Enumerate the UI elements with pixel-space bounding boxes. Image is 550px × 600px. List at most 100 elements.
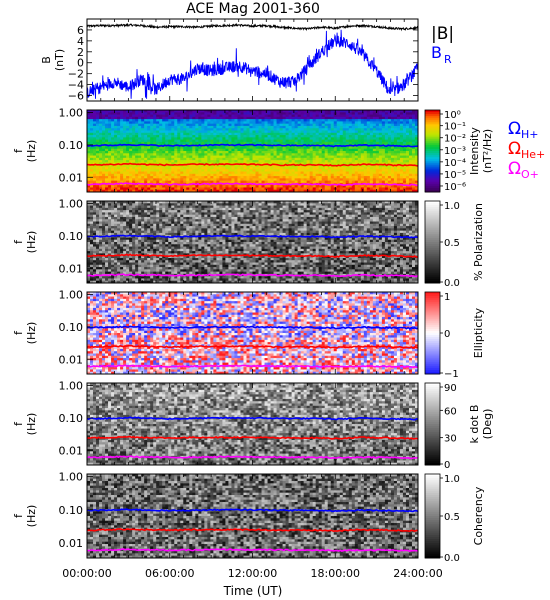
colorbar-cell (425, 120, 440, 123)
heatmap-cell (291, 166, 296, 170)
heatmap-cell (213, 125, 217, 129)
heatmap-cell (126, 262, 130, 266)
heatmap-cell (153, 135, 157, 138)
heatmap-cell (300, 166, 305, 170)
heatmap-cell (96, 264, 100, 268)
heatmap-cell (102, 280, 106, 284)
heatmap-cell (132, 214, 136, 218)
heatmap-cell (366, 141, 371, 145)
heatmap-cell (354, 110, 359, 113)
heatmap-cell (222, 110, 226, 113)
heatmap-cell (411, 155, 416, 159)
heatmap-cell (345, 169, 350, 172)
colorbar-cell (425, 110, 440, 113)
heatmap-cell (183, 166, 187, 170)
gyro-line-o-plus (86, 182, 418, 187)
heatmap-cell (105, 207, 109, 211)
heatmap-cell (408, 187, 413, 191)
heatmap-cell (135, 226, 139, 229)
heatmap-cell (234, 151, 238, 154)
heatmap-cell (219, 114, 223, 118)
heatmap-cell (147, 278, 151, 282)
heatmap-cell (396, 114, 401, 118)
heatmap-cell (150, 260, 154, 263)
heatmap-cell (318, 166, 323, 170)
heatmap-cell (90, 162, 94, 166)
heatmap-cell (243, 139, 247, 143)
heatmap-cell (144, 112, 148, 115)
heatmap-cell (102, 203, 106, 206)
heatmap-cell (141, 135, 145, 138)
heatmap-cell (90, 137, 94, 141)
heatmap-cell (105, 237, 109, 241)
heatmap-cell (348, 151, 353, 154)
heatmap-cell (297, 185, 302, 188)
heatmap-cell (345, 153, 350, 156)
heatmap-cell (87, 116, 91, 120)
heatmap-cell (264, 180, 268, 184)
heatmap-cell (321, 166, 326, 170)
heatmap-cell (96, 123, 100, 127)
heatmap-cell (93, 242, 97, 245)
heatmap-cell (228, 121, 232, 125)
heatmap-cell (285, 178, 290, 182)
heatmap-cell (99, 121, 103, 125)
heatmap-cell (318, 114, 323, 118)
heatmap-cell (132, 114, 136, 118)
heatmap-cell (264, 125, 268, 129)
heatmap-cell (114, 242, 118, 245)
heatmap-cell (240, 160, 244, 163)
heatmap-cell (177, 164, 181, 168)
heatmap-cell (123, 201, 127, 204)
heatmap-cell (369, 153, 374, 156)
heatmap-cell (375, 151, 380, 154)
heatmap-cell (237, 123, 241, 127)
heatmap-cell (327, 116, 332, 120)
heatmap-cell (156, 110, 160, 113)
heatmap-cell (138, 201, 142, 204)
heatmap-cell (291, 116, 296, 120)
heatmap-cell (141, 187, 145, 191)
heatmap-cell (339, 176, 344, 179)
heatmap-cell (114, 221, 118, 225)
heatmap-cell (384, 146, 389, 150)
heatmap-cell (114, 137, 118, 141)
heatmap-cell (339, 114, 344, 118)
heatmap-cell (198, 185, 202, 188)
heatmap-cell (129, 248, 133, 252)
series-line-br (86, 29, 419, 99)
heatmap-cell (387, 146, 392, 150)
heatmap-cell (384, 176, 389, 179)
heatmap-cell (381, 180, 386, 184)
heatmap-cell (108, 119, 112, 122)
heatmap-cell (144, 248, 148, 252)
heatmap-cell (234, 155, 238, 159)
heatmap-cell (303, 151, 308, 154)
heatmap-cell (168, 119, 172, 122)
heatmap-cell (330, 157, 335, 161)
heatmap-cell (390, 178, 395, 182)
heatmap-cell (399, 187, 404, 191)
heatmap-cell (282, 119, 286, 122)
heatmap-cell (381, 128, 386, 131)
heatmap-cell (195, 139, 199, 143)
heatmap-cell (90, 251, 94, 254)
heatmap-cell (372, 137, 377, 141)
heatmap-cell (96, 280, 100, 284)
heatmap-cell (378, 173, 383, 177)
heatmap-cell (210, 155, 214, 159)
heatmap-cell (219, 176, 223, 179)
heatmap-cell (99, 219, 103, 222)
heatmap-cell (228, 146, 232, 150)
heatmap-cell (282, 128, 286, 131)
heatmap-cell (105, 271, 109, 275)
heatmap-cell (252, 164, 256, 168)
heatmap-cell (126, 271, 130, 275)
heatmap-cell (411, 187, 416, 191)
heatmap-cell (87, 173, 91, 177)
heatmap-cell (252, 116, 256, 120)
heatmap-cell (120, 246, 124, 250)
heatmap-cell (201, 116, 205, 120)
heatmap-cell (102, 228, 106, 232)
heatmap-cell (159, 169, 163, 172)
